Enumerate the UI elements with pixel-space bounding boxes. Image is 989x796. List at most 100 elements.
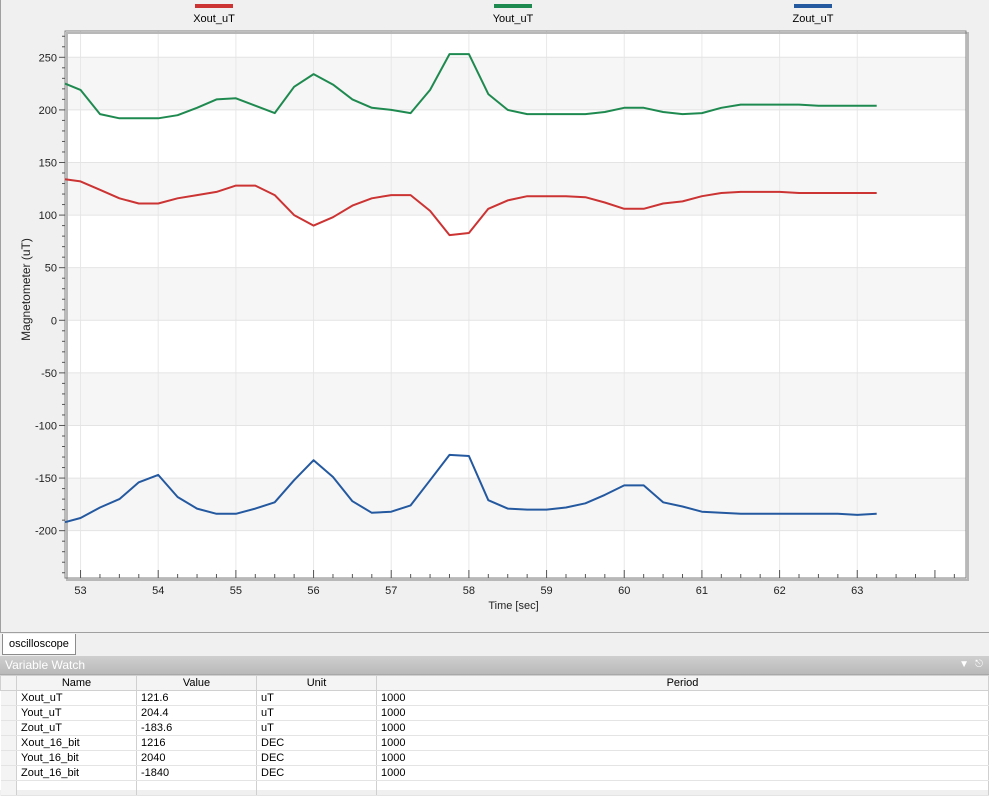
variable-watch-header: Variable Watch ▼ ⎋ (0, 656, 989, 675)
cell-unit[interactable]: DEC (256, 765, 377, 781)
x-tick-label: 55 (230, 585, 242, 597)
y-tick-label: 100 (39, 210, 57, 222)
legend-label-xout: Xout_uT (193, 13, 235, 25)
row-header-corner (0, 675, 17, 691)
table-row[interactable]: Yout_16_bit 2040 DEC 1000 (0, 750, 989, 766)
cell-empty (16, 780, 137, 796)
cell-period[interactable]: 1000 (376, 720, 989, 736)
legend-item-zout[interactable]: Zout_uT (783, 4, 843, 25)
column-header-name[interactable]: Name (16, 675, 137, 691)
row-header[interactable] (0, 720, 17, 736)
x-tick-label: 62 (773, 585, 785, 597)
line-chart[interactable]: 250 200 150 100 50 0 -50 -100 -150 -200 53 54 55 56 57… (1, 0, 989, 632)
table-row[interactable]: Xout_uT 121.6 uT 1000 (0, 690, 989, 706)
y-tick-label: -100 (35, 420, 57, 432)
x-tick-label: 54 (152, 585, 164, 597)
cell-name[interactable]: Zout_uT (16, 720, 137, 736)
cell-period[interactable]: 1000 (376, 765, 989, 781)
x-tick-label: 63 (851, 585, 863, 597)
y-tick-label: -50 (41, 368, 57, 380)
row-header[interactable] (0, 735, 17, 751)
oscilloscope-chart-area: Xout_uT Yout_uT Zout_uT 250 200 150 100 50 0 -… (0, 0, 989, 632)
legend-swatch-zout (794, 4, 832, 8)
cell-unit[interactable]: uT (256, 705, 377, 721)
y-tick-label: 200 (39, 105, 57, 117)
legend-item-yout[interactable]: Yout_uT (483, 4, 543, 25)
cell-unit[interactable]: uT (256, 720, 377, 736)
tab-oscilloscope[interactable]: oscilloscope (2, 634, 76, 655)
y-tick-label: 150 (39, 157, 57, 169)
cell-period[interactable]: 1000 (376, 705, 989, 721)
cell-name[interactable]: Xout_16_bit (16, 735, 137, 751)
legend-label-yout: Yout_uT (492, 13, 534, 25)
table-header-row: Name Value Unit Period (0, 675, 989, 691)
pin-icon[interactable]: ⎋ (975, 659, 983, 670)
cell-name[interactable]: Yout_16_bit (16, 750, 137, 766)
y-tick-label: -150 (35, 473, 57, 485)
cell-value[interactable]: 121.6 (136, 690, 257, 706)
cell-period[interactable]: 1000 (376, 735, 989, 751)
table-row-empty (0, 780, 989, 796)
series-line-xout-ut (64, 178, 877, 237)
y-tick-label: -200 (35, 526, 57, 538)
y-tick-label: 250 (39, 52, 57, 64)
cell-value[interactable]: -1840 (136, 765, 257, 781)
x-axis-label: Time [sec] (488, 600, 538, 612)
cell-value[interactable]: 204.4 (136, 705, 257, 721)
grid-band (65, 372, 966, 426)
x-tick-label: 57 (385, 585, 397, 597)
plot-shadow (66, 32, 969, 581)
table-row[interactable]: Zout_16_bit -1840 DEC 1000 (0, 765, 989, 781)
grid-band (65, 162, 966, 216)
y-axis-label: Magnetometer (uT) (19, 238, 33, 341)
cell-period[interactable]: 1000 (376, 690, 989, 706)
column-header-period[interactable]: Period (376, 675, 989, 691)
y-tick-label: 0 (51, 315, 57, 327)
column-header-unit[interactable]: Unit (256, 675, 377, 691)
legend-item-xout[interactable]: Xout_uT (184, 4, 244, 25)
table-row[interactable]: Xout_16_bit 1216 DEC 1000 (0, 735, 989, 751)
cell-name[interactable]: Yout_uT (16, 705, 137, 721)
cell-value[interactable]: 1216 (136, 735, 257, 751)
cell-name[interactable]: Zout_16_bit (16, 765, 137, 781)
variable-watch-panel: Variable Watch ▼ ⎋ Name Value Unit Perio… (0, 656, 989, 796)
legend-swatch-xout (195, 4, 233, 8)
row-header[interactable] (0, 750, 17, 766)
x-tick-label: 56 (307, 585, 319, 597)
tab-bar: oscilloscope (0, 632, 989, 656)
grid-band (65, 478, 966, 531)
grid-band (65, 57, 966, 110)
cell-value[interactable]: -183.6 (136, 720, 257, 736)
legend-label-zout: Zout_uT (792, 13, 834, 25)
cell-value[interactable]: 2040 (136, 750, 257, 766)
plot-frame (64, 30, 967, 579)
row-header[interactable] (0, 765, 17, 781)
cell-name[interactable]: Xout_uT (16, 690, 137, 706)
series-line-yout-ut (64, 53, 877, 120)
cell-empty (136, 780, 257, 796)
dropdown-arrow-icon[interactable]: ▼ (959, 659, 969, 670)
x-tick-label: 58 (463, 585, 475, 597)
cell-period[interactable]: 1000 (376, 750, 989, 766)
column-header-value[interactable]: Value (136, 675, 257, 691)
legend-swatch-yout (494, 4, 532, 8)
variable-watch-title: Variable Watch (5, 658, 86, 672)
x-tick-label: 59 (540, 585, 552, 597)
row-header (0, 780, 17, 796)
cell-unit[interactable]: DEC (256, 750, 377, 766)
series-line-zout-ut (64, 453, 877, 524)
variable-watch-table: Name Value Unit Period Xout_uT 121.6 uT … (0, 675, 989, 796)
row-header[interactable] (0, 690, 17, 706)
cell-empty (256, 780, 377, 796)
y-tick-label: 50 (45, 263, 57, 275)
x-tick-label: 53 (74, 585, 86, 597)
row-header[interactable] (0, 705, 17, 721)
cell-unit[interactable]: uT (256, 690, 377, 706)
table-row[interactable]: Yout_uT 204.4 uT 1000 (0, 705, 989, 721)
grid-band (65, 267, 966, 321)
table-row[interactable]: Zout_uT -183.6 uT 1000 (0, 720, 989, 736)
cell-empty (376, 780, 989, 796)
cell-unit[interactable]: DEC (256, 735, 377, 751)
x-tick-label: 61 (696, 585, 708, 597)
x-tick-label: 60 (618, 585, 630, 597)
